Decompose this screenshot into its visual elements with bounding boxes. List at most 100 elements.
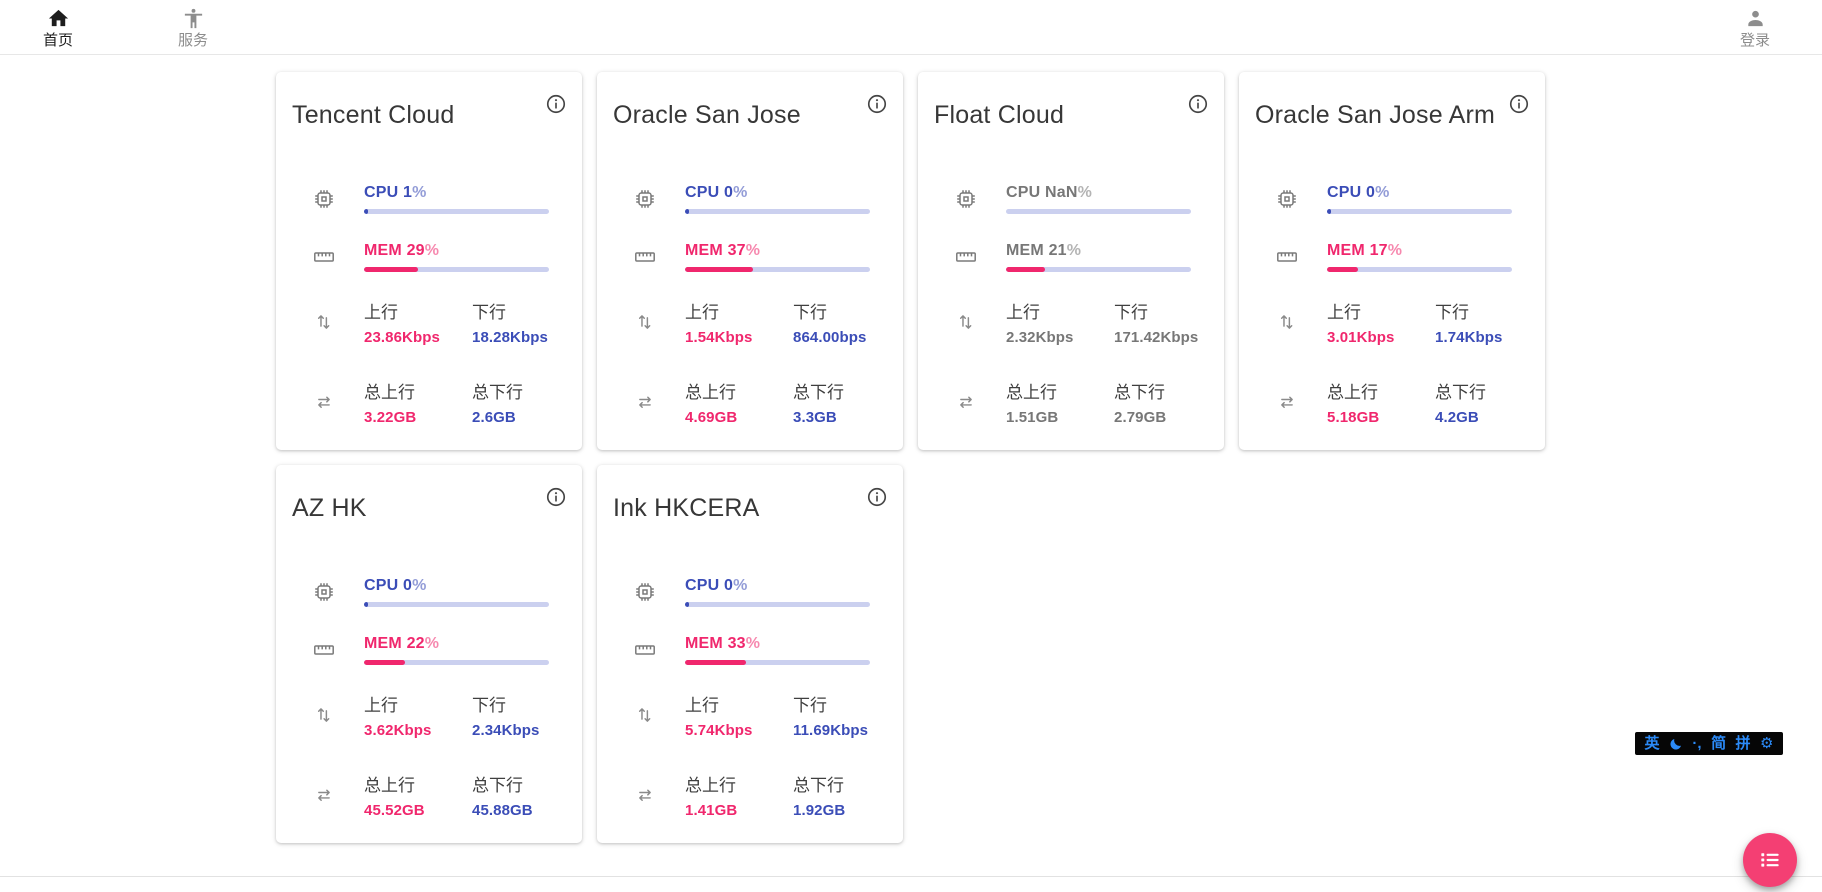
total-download-value: 1.92GB — [793, 802, 846, 819]
mem-row: MEM 33% — [633, 635, 870, 665]
person-icon — [184, 8, 202, 29]
swap-arrows-icon — [312, 784, 336, 806]
total-upload-cell: 总上行 45.52GB — [364, 771, 472, 819]
nav-home-label: 首页 — [42, 32, 73, 49]
download-cell: 下行 18.28Kbps — [472, 298, 549, 346]
mem-progress-fill — [364, 660, 405, 665]
server-list-fab-button[interactable] — [1743, 833, 1797, 887]
net-speed-row: 上行 5.74Kbps 下行 11.69Kbps — [633, 691, 870, 739]
cpu-progress-bar — [1327, 209, 1512, 214]
server-card: Oracle San Jose CPU 0% — [597, 72, 903, 450]
memory-icon — [633, 638, 657, 662]
card-header: Float Cloud — [918, 72, 1224, 130]
upload-label: 上行 — [364, 696, 398, 715]
upload-cell: 上行 5.74Kbps — [685, 691, 793, 739]
server-name: Oracle San Jose — [613, 101, 801, 129]
total-download-cell: 总下行 2.6GB — [472, 378, 549, 426]
total-download-value: 3.3GB — [793, 409, 837, 426]
nav-item-services[interactable]: 服务 — [151, 7, 235, 49]
cpu-label: CPU 0% — [685, 577, 748, 594]
download-value: 11.69Kbps — [793, 722, 869, 739]
upload-label: 上行 — [364, 303, 398, 322]
total-download-label: 总下行 — [472, 383, 523, 402]
info-icon[interactable] — [866, 486, 888, 508]
ime-language-mode[interactable]: 英 — [1644, 735, 1660, 752]
total-upload-cell: 总上行 1.41GB — [685, 771, 793, 819]
mem-progress-bar — [685, 267, 870, 272]
mem-row: MEM 17% — [1275, 242, 1512, 272]
account-icon — [1747, 10, 1763, 27]
swap-arrows-icon — [633, 391, 657, 413]
card-metrics: CPU 0% MEM 33% — [597, 577, 903, 851]
download-label: 下行 — [793, 696, 827, 715]
swap-arrows-icon — [1275, 391, 1299, 413]
cpu-progress-fill — [685, 602, 689, 607]
info-icon[interactable] — [545, 486, 567, 508]
total-download-value: 45.88GB — [472, 802, 533, 819]
ime-simplified-mode[interactable]: 简 — [1711, 735, 1727, 752]
download-cell: 下行 864.00bps — [793, 298, 870, 346]
upload-label: 上行 — [685, 696, 719, 715]
total-download-cell: 总下行 1.92GB — [793, 771, 870, 819]
upload-value: 3.62Kbps — [364, 722, 432, 739]
up-down-arrows-icon — [633, 704, 657, 726]
mem-progress-bar — [364, 660, 549, 665]
cpu-progress-bar — [364, 209, 549, 214]
cpu-label: CPU NaN% — [1006, 184, 1093, 201]
mem-label: MEM 37% — [685, 242, 761, 259]
cpu-label: CPU 0% — [685, 184, 748, 201]
upload-value: 23.86Kbps — [364, 329, 440, 346]
cpu-row: CPU 0% — [633, 184, 870, 214]
server-card: Ink HKCERA CPU 0% — [597, 465, 903, 843]
info-icon[interactable] — [545, 93, 567, 115]
cpu-chip-icon — [312, 580, 336, 604]
download-value: 18.28Kbps — [472, 329, 548, 346]
info-icon[interactable] — [1508, 93, 1530, 115]
mem-label: MEM 29% — [364, 242, 440, 259]
total-download-cell: 总下行 4.2GB — [1435, 378, 1512, 426]
mem-progress-bar — [1327, 267, 1512, 272]
card-metrics: CPU 0% MEM 37% — [597, 184, 903, 458]
ime-punctuation-mode[interactable]: ·, — [1692, 735, 1702, 752]
upload-cell: 上行 1.54Kbps — [685, 298, 793, 346]
up-down-arrows-icon — [1275, 311, 1299, 333]
cpu-progress-bar — [685, 209, 870, 214]
ime-toolbar: 英 ·, 简 拼 ⚙ — [1635, 732, 1783, 755]
cpu-label: CPU 0% — [364, 577, 427, 594]
ime-pinyin-mode[interactable]: 拼 — [1735, 735, 1751, 752]
total-upload-label: 总上行 — [685, 776, 736, 795]
total-download-value: 2.79GB — [1114, 409, 1167, 426]
mem-progress-bar — [1006, 267, 1191, 272]
mem-progress-fill — [685, 267, 754, 272]
net-speed-row: 上行 1.54Kbps 下行 864.00bps — [633, 298, 870, 346]
server-card: AZ HK CPU 0% — [276, 465, 582, 843]
card-metrics: CPU 0% MEM 17% — [1239, 184, 1545, 458]
nav-login-label: 登录 — [1739, 32, 1770, 49]
net-speed-row: 上行 2.32Kbps 下行 171.42Kbps — [954, 298, 1198, 346]
cpu-progress-bar — [685, 602, 870, 607]
home-icon — [48, 9, 68, 27]
total-upload-cell: 总上行 3.22GB — [364, 378, 472, 426]
total-upload-label: 总上行 — [685, 383, 736, 402]
nav-item-home[interactable]: 首页 — [16, 7, 100, 49]
cpu-chip-icon — [312, 187, 336, 211]
info-icon[interactable] — [1187, 93, 1209, 115]
cpu-chip-icon — [633, 580, 657, 604]
gear-icon[interactable]: ⚙ — [1760, 735, 1774, 752]
cpu-label: CPU 1% — [364, 184, 427, 201]
upload-value: 5.74Kbps — [685, 722, 753, 739]
mem-label: MEM 33% — [685, 635, 761, 652]
mem-progress-bar — [685, 660, 870, 665]
total-upload-value: 1.51GB — [1006, 409, 1059, 426]
upload-cell: 上行 2.32Kbps — [1006, 298, 1114, 346]
cpu-chip-icon — [1275, 187, 1299, 211]
info-icon[interactable] — [866, 93, 888, 115]
total-upload-value: 3.22GB — [364, 409, 417, 426]
upload-cell: 上行 3.01Kbps — [1327, 298, 1435, 346]
memory-icon — [633, 245, 657, 269]
nav-item-login[interactable]: 登录 — [1713, 7, 1797, 49]
cpu-row: CPU NaN% — [954, 184, 1191, 214]
mem-progress-bar — [364, 267, 549, 272]
download-label: 下行 — [793, 303, 827, 322]
moon-icon[interactable] — [1669, 737, 1683, 751]
